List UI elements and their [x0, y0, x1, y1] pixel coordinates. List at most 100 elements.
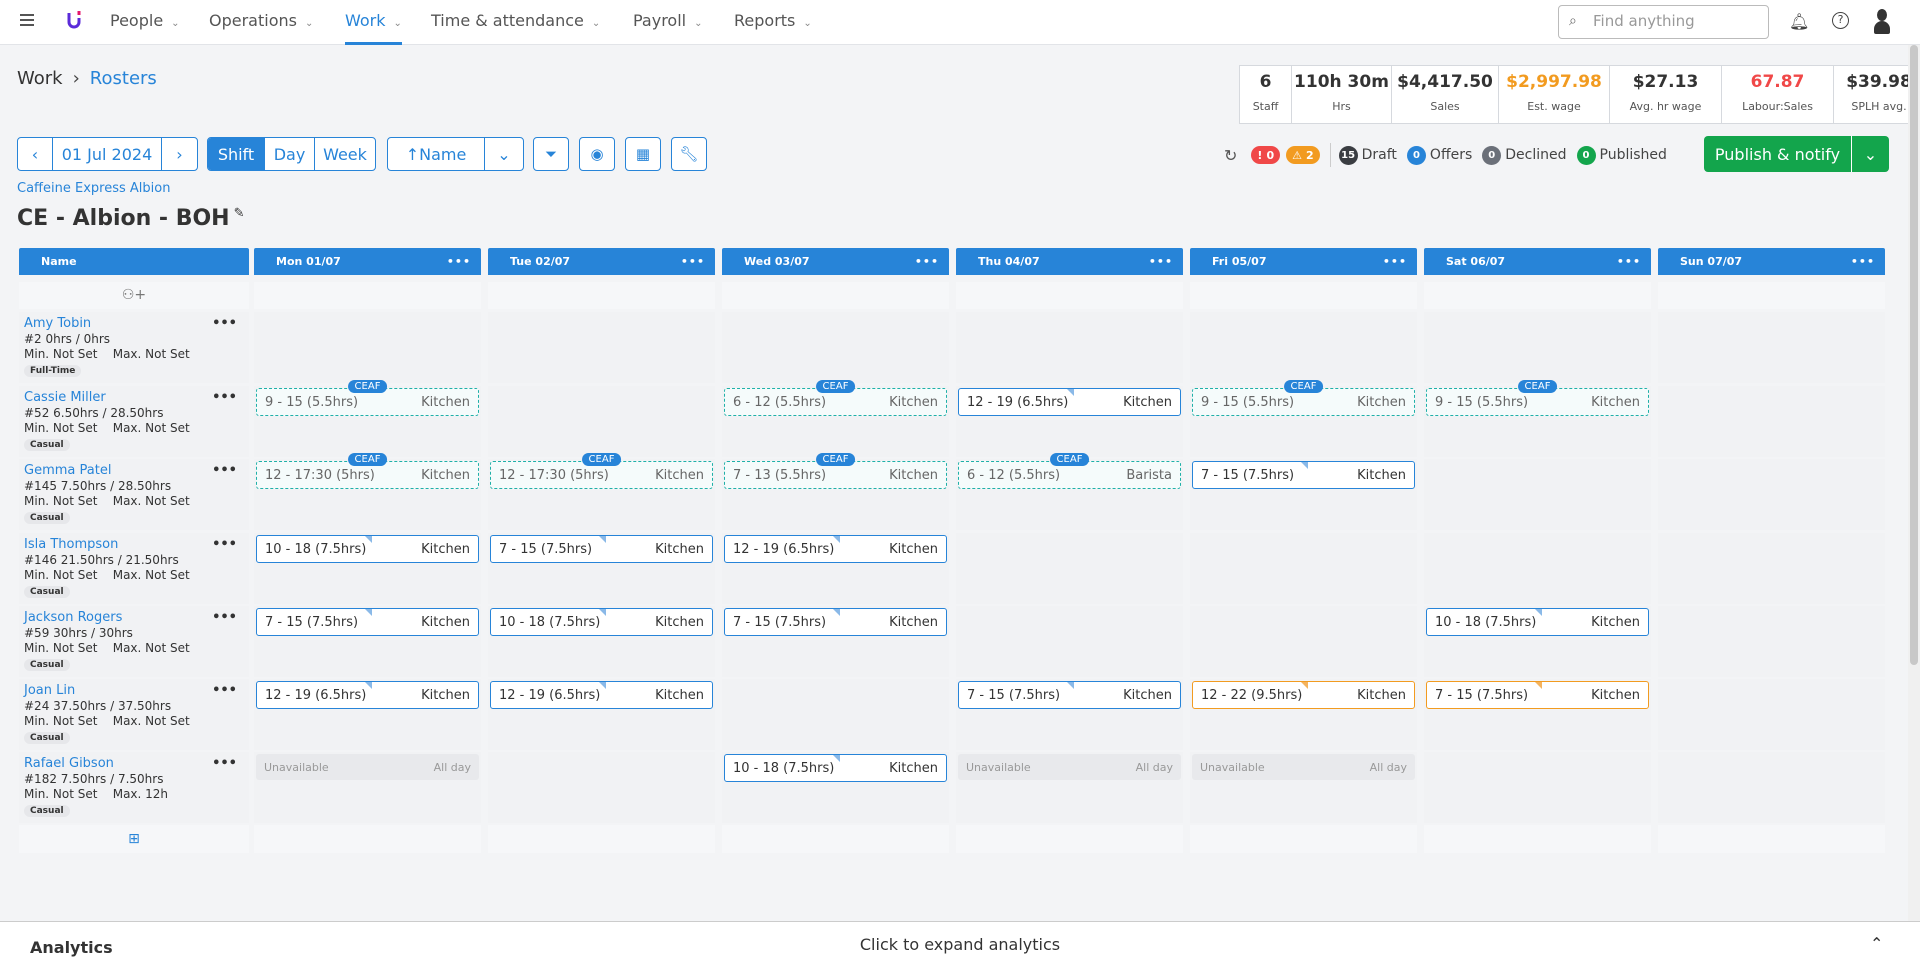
nav-reports[interactable]: Reports ⌄ — [734, 0, 812, 45]
shift-card[interactable]: 12 - 19 (6.5hrs) Kitchen — [256, 681, 479, 709]
roster-cell[interactable]: 7 - 15 (7.5hrs) Kitchen — [722, 606, 949, 677]
roster-cell[interactable] — [488, 386, 715, 457]
shift-card[interactable]: 7 - 15 (7.5hrs) Kitchen — [1426, 681, 1649, 709]
shift-card[interactable]: 10 - 18 (7.5hrs) Kitchen — [490, 608, 713, 636]
roster-cell[interactable]: 7 - 13 (5.5hrs) Kitchen CEAF — [722, 453, 949, 530]
bell-icon[interactable]: 🔔︎ — [1789, 12, 1810, 31]
staff-more-icon[interactable]: ••• — [212, 537, 237, 552]
edit-icon[interactable]: ✎ — [233, 206, 245, 221]
staff-more-icon[interactable]: ••• — [212, 390, 237, 405]
roster-cell[interactable] — [1424, 459, 1651, 530]
shift-card[interactable]: 6 - 12 (5.5hrs) Kitchen CEAF — [724, 380, 947, 416]
roster-cell[interactable] — [1658, 679, 1885, 750]
shift-card[interactable]: 7 - 15 (7.5hrs) Kitchen — [1192, 461, 1415, 489]
roster-cell[interactable]: 10 - 18 (7.5hrs) Kitchen — [488, 606, 715, 677]
roster-cell[interactable]: 12 - 19 (6.5hrs) Kitchen — [488, 679, 715, 750]
shift-card[interactable]: 10 - 18 (7.5hrs) Kitchen — [256, 535, 479, 563]
empty-cell[interactable] — [488, 282, 715, 309]
staff-more-icon[interactable]: ••• — [212, 316, 237, 331]
search-input[interactable] — [1593, 12, 1763, 30]
refresh-icon[interactable]: ↻ — [1224, 145, 1238, 165]
empty-cell[interactable] — [722, 282, 949, 309]
roster-cell[interactable] — [254, 312, 481, 383]
roster-cell[interactable] — [1658, 386, 1885, 457]
tools-button[interactable]: 🔧︎ — [671, 137, 707, 171]
breadcrumb-rosters[interactable]: Rosters — [89, 68, 157, 89]
menu-icon[interactable] — [20, 14, 34, 26]
roster-cell[interactable] — [956, 533, 1183, 604]
roster-cell[interactable] — [1424, 312, 1651, 383]
roster-cell[interactable]: 7 - 15 (7.5hrs) Kitchen — [1190, 459, 1417, 530]
staff-more-icon[interactable]: ••• — [212, 610, 237, 625]
search-box[interactable]: ⌕ — [1558, 5, 1769, 39]
unavailability-block[interactable]: Unavailable All day — [256, 754, 479, 780]
breadcrumb-work[interactable]: Work — [17, 68, 63, 89]
empty-cell[interactable] — [1658, 825, 1885, 853]
roster-cell[interactable] — [1190, 312, 1417, 383]
calendar-export-button[interactable]: ▦ — [625, 137, 661, 171]
roster-cell[interactable] — [1658, 606, 1885, 677]
help-icon[interactable]: ? — [1832, 12, 1849, 29]
roster-cell[interactable] — [722, 312, 949, 383]
roster-cell[interactable]: Unavailable All day — [254, 752, 481, 823]
staff-name-link[interactable]: Gemma Patel — [24, 463, 112, 478]
chevron-up-icon[interactable]: ⌃ — [1870, 934, 1884, 953]
day-menu-icon[interactable]: ••• — [1616, 255, 1641, 268]
roster-cell[interactable]: 9 - 15 (5.5hrs) Kitchen CEAF — [1424, 380, 1651, 457]
day-menu-icon[interactable]: ••• — [680, 255, 705, 268]
shift-card[interactable]: 12 - 22 (9.5hrs) Kitchen — [1192, 681, 1415, 709]
shift-card[interactable]: 7 - 15 (7.5hrs) Kitchen — [490, 535, 713, 563]
roster-cell[interactable] — [1658, 533, 1885, 604]
nav-payroll[interactable]: Payroll ⌄ — [633, 0, 703, 45]
expand-analytics-link[interactable]: Click to expand analytics — [859, 935, 1061, 954]
roster-cell[interactable]: 12 - 19 (6.5hrs) Kitchen — [254, 679, 481, 750]
shift-card[interactable]: 7 - 15 (7.5hrs) Kitchen — [724, 608, 947, 636]
roster-cell[interactable] — [956, 606, 1183, 677]
empty-cell[interactable] — [1658, 282, 1885, 309]
empty-cell[interactable] — [488, 825, 715, 853]
nav-operations[interactable]: Operations ⌄ — [209, 0, 313, 45]
roster-cell[interactable] — [1658, 752, 1885, 823]
day-menu-icon[interactable]: ••• — [1382, 255, 1407, 268]
roster-cell[interactable]: 12 - 19 (6.5hrs) Kitchen — [956, 386, 1183, 457]
shift-card[interactable]: 12 - 19 (6.5hrs) Kitchen — [490, 681, 713, 709]
roster-cell[interactable] — [1658, 312, 1885, 383]
roster-cell[interactable] — [1424, 533, 1651, 604]
status-offers[interactable]: 0 Offers — [1406, 145, 1472, 165]
roster-cell[interactable]: 10 - 18 (7.5hrs) Kitchen — [1424, 606, 1651, 677]
staff-name-link[interactable]: Joan Lin — [24, 683, 76, 698]
roster-cell[interactable]: 12 - 17:30 (5hrs) Kitchen CEAF — [254, 453, 481, 530]
user-avatar[interactable] — [1874, 9, 1890, 35]
shift-card[interactable]: 7 - 15 (7.5hrs) Kitchen — [958, 681, 1181, 709]
empty-cell[interactable] — [1190, 282, 1417, 309]
staff-more-icon[interactable]: ••• — [212, 756, 237, 771]
shift-card[interactable]: 7 - 13 (5.5hrs) Kitchen CEAF — [724, 453, 947, 489]
shift-card[interactable]: 9 - 15 (5.5hrs) Kitchen CEAF — [256, 380, 479, 416]
prev-week-button[interactable]: ‹ — [18, 138, 53, 170]
next-week-button[interactable]: › — [176, 144, 183, 164]
publish-notify-button[interactable]: Publish & notify — [1704, 136, 1852, 172]
staff-name-link[interactable]: Jackson Rogers — [24, 610, 123, 625]
empty-cell[interactable] — [1424, 282, 1651, 309]
location-link[interactable]: Caffeine Express Albion — [17, 181, 171, 196]
day-menu-icon[interactable]: ••• — [914, 255, 939, 268]
empty-cell[interactable] — [1424, 825, 1651, 853]
scrollbar-thumb[interactable] — [1910, 45, 1918, 665]
staff-name-link[interactable]: Isla Thompson — [24, 537, 119, 552]
shift-card[interactable]: 9 - 15 (5.5hrs) Kitchen CEAF — [1426, 380, 1649, 416]
status-declined[interactable]: 0 Declined — [1482, 145, 1567, 165]
roster-cell[interactable]: 7 - 15 (7.5hrs) Kitchen — [956, 679, 1183, 750]
day-menu-icon[interactable]: ••• — [446, 255, 471, 268]
roster-cell[interactable]: 12 - 17:30 (5hrs) Kitchen CEAF — [488, 453, 715, 530]
roster-cell[interactable]: 10 - 18 (7.5hrs) Kitchen — [254, 533, 481, 604]
unavailability-block[interactable]: Unavailable All day — [958, 754, 1181, 780]
shift-card[interactable]: 10 - 18 (7.5hrs) Kitchen — [724, 754, 947, 782]
view-week[interactable]: Week — [323, 144, 367, 164]
empty-cell[interactable] — [722, 825, 949, 853]
empty-cell[interactable] — [1190, 825, 1417, 853]
staff-name-link[interactable]: Cassie Miller — [24, 390, 106, 405]
unavailability-block[interactable]: Unavailable All day — [1192, 754, 1415, 780]
roster-cell[interactable]: 9 - 15 (5.5hrs) Kitchen CEAF — [254, 380, 481, 457]
roster-cell[interactable]: 7 - 15 (7.5hrs) Kitchen — [1424, 679, 1651, 750]
roster-cell[interactable] — [1424, 752, 1651, 823]
